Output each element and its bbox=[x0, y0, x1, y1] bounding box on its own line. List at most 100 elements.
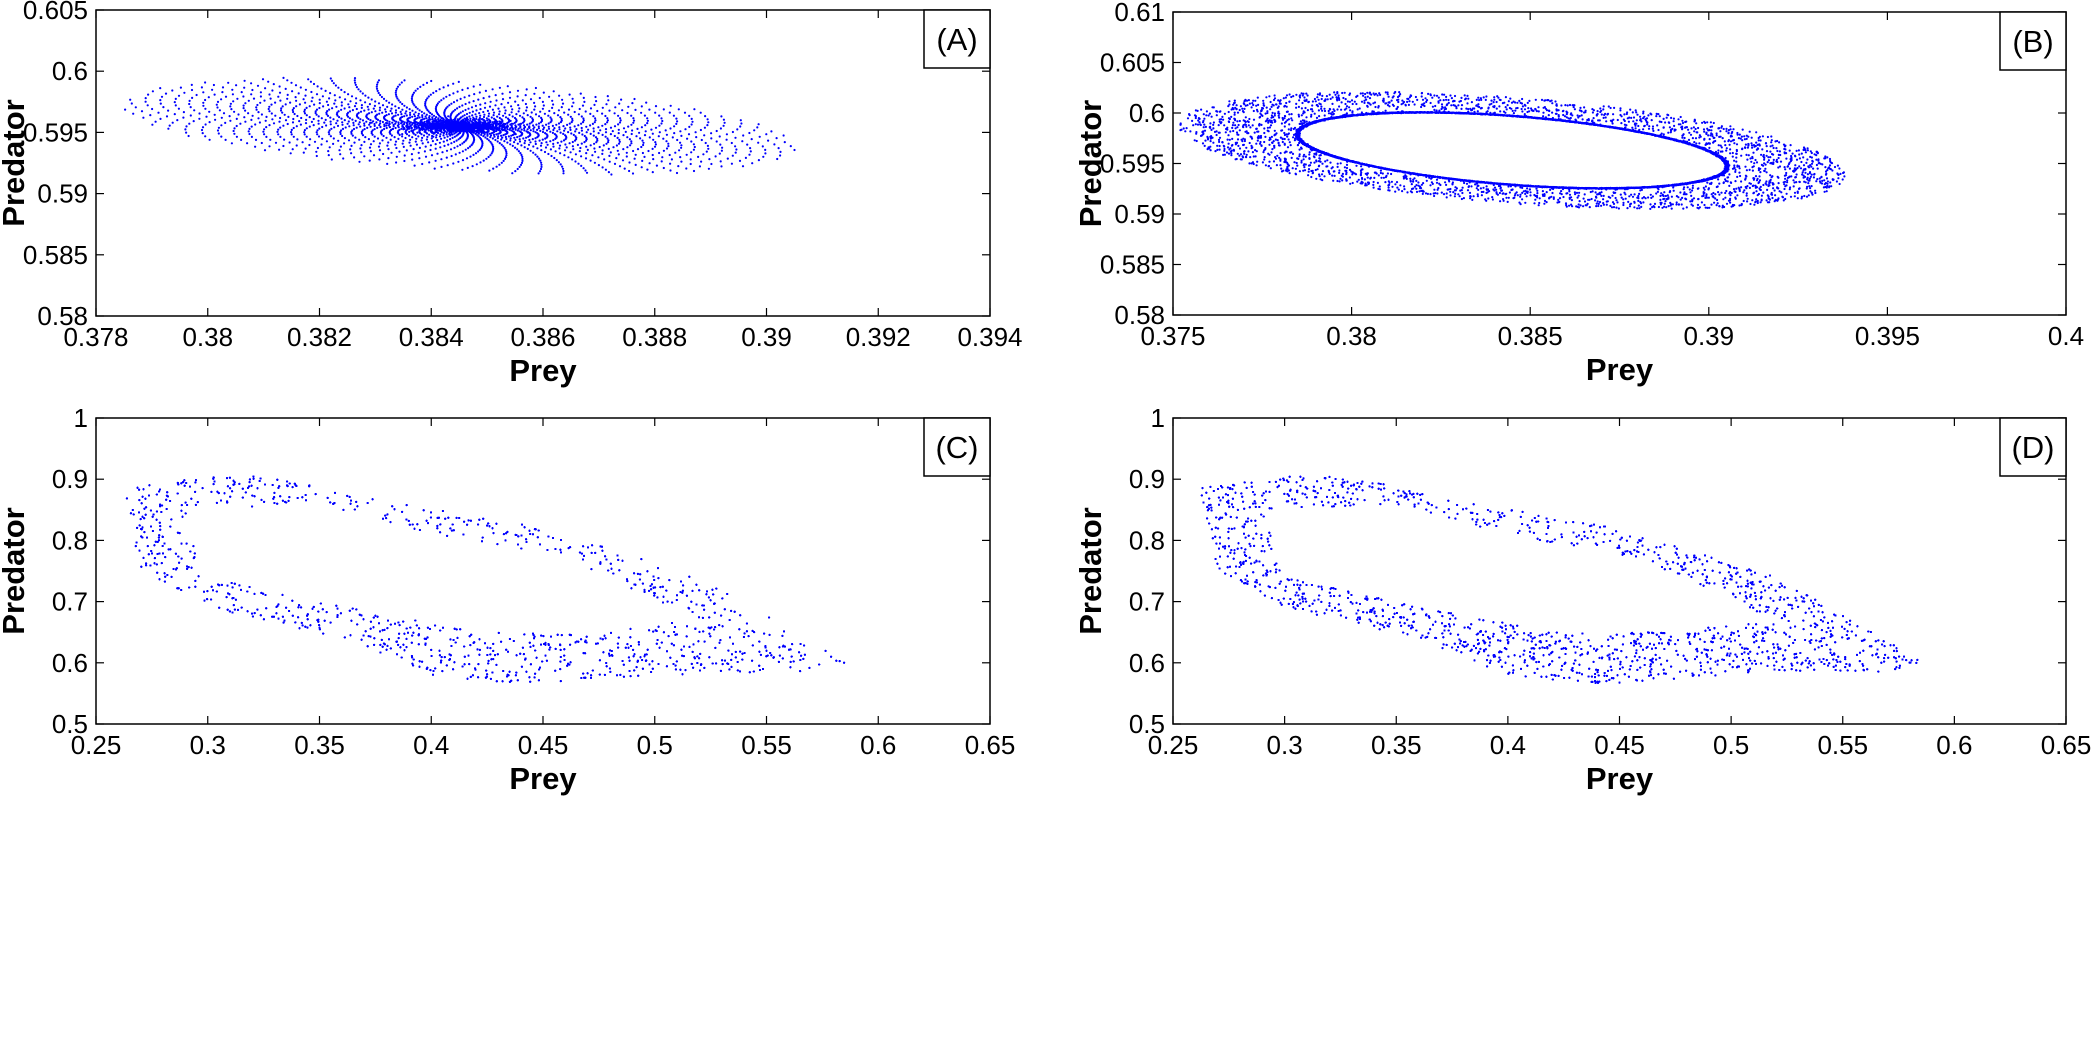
data-point bbox=[316, 93, 318, 95]
data-point bbox=[779, 151, 781, 153]
data-point bbox=[529, 141, 531, 143]
data-point bbox=[477, 99, 479, 101]
data-point bbox=[720, 115, 722, 117]
data-point bbox=[285, 103, 287, 105]
data-point bbox=[246, 142, 248, 144]
data-point bbox=[688, 115, 690, 117]
data-point bbox=[550, 155, 552, 157]
data-point bbox=[353, 142, 355, 144]
data-point bbox=[456, 145, 458, 147]
data-point bbox=[593, 135, 595, 137]
data-point bbox=[159, 118, 161, 120]
data-point bbox=[421, 163, 423, 165]
data-point bbox=[558, 126, 560, 128]
data-point bbox=[442, 119, 444, 121]
data-point bbox=[417, 123, 419, 125]
data-point bbox=[719, 144, 721, 146]
data-point bbox=[426, 136, 428, 138]
data-point bbox=[298, 120, 300, 122]
data-point bbox=[518, 110, 520, 112]
data-point bbox=[291, 129, 293, 131]
data-point bbox=[503, 160, 505, 162]
data-point bbox=[784, 141, 786, 143]
data-point bbox=[408, 131, 410, 133]
data-point bbox=[472, 154, 474, 156]
data-point bbox=[377, 119, 379, 121]
data-point bbox=[438, 101, 440, 103]
data-point bbox=[617, 137, 619, 139]
data-point bbox=[646, 169, 648, 171]
data-point bbox=[686, 138, 688, 140]
data-point bbox=[289, 141, 291, 143]
scatter-points bbox=[124, 77, 796, 176]
data-point bbox=[318, 123, 320, 125]
data-point bbox=[467, 87, 469, 89]
data-point bbox=[661, 156, 663, 158]
data-point bbox=[415, 124, 417, 126]
data-point bbox=[247, 112, 249, 114]
data-point bbox=[366, 127, 368, 129]
data-point bbox=[325, 119, 327, 121]
data-point bbox=[349, 100, 351, 102]
data-point bbox=[404, 154, 406, 156]
data-point bbox=[261, 142, 263, 144]
data-point bbox=[354, 137, 356, 139]
data-point bbox=[376, 86, 378, 88]
data-point bbox=[529, 123, 531, 125]
data-point bbox=[287, 116, 289, 118]
data-point bbox=[560, 163, 562, 165]
data-point bbox=[279, 136, 281, 138]
data-point bbox=[608, 110, 610, 112]
data-point bbox=[252, 115, 254, 117]
data-point bbox=[632, 150, 634, 152]
data-point bbox=[377, 137, 379, 139]
data-point bbox=[601, 153, 603, 155]
data-point bbox=[402, 128, 404, 130]
data-point bbox=[359, 126, 361, 128]
data-point bbox=[204, 81, 206, 83]
data-point bbox=[503, 124, 505, 126]
data-point bbox=[640, 112, 642, 114]
data-point bbox=[626, 155, 628, 157]
data-point bbox=[244, 80, 246, 82]
data-point bbox=[336, 120, 338, 122]
data-point bbox=[721, 150, 723, 152]
data-point bbox=[645, 130, 647, 132]
data-point bbox=[494, 121, 496, 123]
data-point bbox=[435, 134, 437, 136]
data-point bbox=[652, 139, 654, 141]
data-point bbox=[539, 170, 541, 172]
data-point bbox=[131, 102, 133, 104]
data-point bbox=[259, 102, 261, 104]
data-point bbox=[458, 106, 460, 108]
data-point bbox=[510, 120, 512, 122]
data-point bbox=[684, 112, 686, 114]
data-point bbox=[132, 113, 134, 115]
data-point bbox=[528, 126, 530, 128]
data-point bbox=[430, 94, 432, 96]
data-point bbox=[465, 103, 467, 105]
data-point bbox=[236, 125, 238, 127]
data-point bbox=[680, 135, 682, 137]
data-point bbox=[525, 94, 527, 96]
data-point bbox=[734, 137, 736, 139]
data-point bbox=[644, 124, 646, 126]
data-point bbox=[349, 148, 351, 150]
data-point bbox=[562, 170, 564, 172]
data-point bbox=[606, 117, 608, 119]
data-point bbox=[631, 129, 633, 131]
data-point bbox=[382, 104, 384, 106]
data-point bbox=[533, 93, 535, 95]
data-point bbox=[352, 122, 354, 124]
data-point bbox=[593, 147, 595, 149]
data-point bbox=[591, 154, 593, 156]
data-point bbox=[577, 124, 579, 126]
data-point bbox=[461, 142, 463, 144]
data-point bbox=[487, 121, 489, 123]
data-point bbox=[606, 121, 608, 123]
data-point bbox=[340, 89, 342, 91]
data-point bbox=[327, 115, 329, 117]
data-point bbox=[505, 126, 507, 128]
data-point bbox=[230, 108, 232, 110]
data-point bbox=[542, 131, 544, 133]
